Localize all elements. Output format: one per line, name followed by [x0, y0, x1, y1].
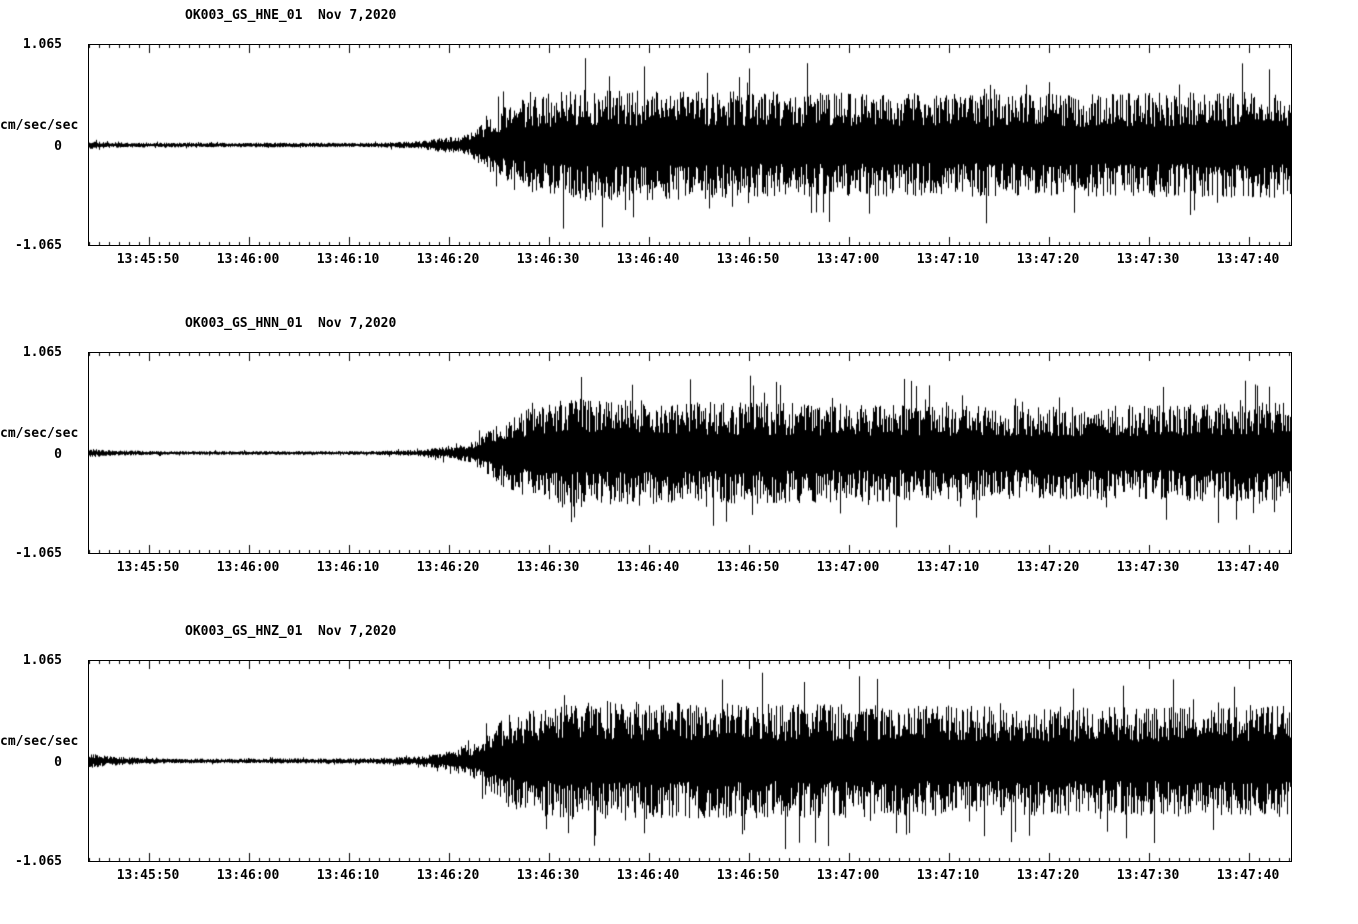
y-tick-label-min: -1.065: [15, 854, 62, 869]
x-tick-label: 13:47:30: [1116, 560, 1180, 575]
y-tick-label-max: 1.065: [22, 345, 62, 360]
x-tick-label: 13:46:00: [216, 560, 280, 575]
x-tick-label: 13:46:40: [616, 252, 680, 267]
x-tick-label: 13:46:20: [416, 560, 480, 575]
x-tick-label: 13:46:10: [316, 252, 380, 267]
x-tick-label: 13:47:10: [916, 252, 980, 267]
x-tick-label: 13:46:10: [316, 560, 380, 575]
x-tick-label: 13:47:40: [1216, 560, 1280, 575]
x-tick-label: 13:47:40: [1216, 868, 1280, 883]
trace-title: OK003_GS_HNZ_01 Nov 7,2020: [185, 624, 397, 639]
y-tick-label-min: -1.065: [15, 238, 62, 253]
x-tick-label: 13:46:10: [316, 868, 380, 883]
x-tick-label: 13:47:10: [916, 560, 980, 575]
x-axis-labels: 13:45:50 13:46:00 13:46:10 13:46:20 13:46:30…: [88, 560, 1292, 578]
x-tick-label: 13:47:20: [1016, 252, 1080, 267]
x-tick-label: 13:47:30: [1116, 252, 1180, 267]
y-tick-label-zero: 0: [54, 447, 62, 462]
x-tick-label: 13:46:20: [416, 252, 480, 267]
x-tick-label: 13:46:40: [616, 560, 680, 575]
x-tick-label: 13:46:50: [716, 868, 780, 883]
x-tick-label: 13:47:20: [1016, 560, 1080, 575]
waveform-canvas: [88, 44, 1292, 246]
x-tick-label: 13:46:50: [716, 560, 780, 575]
trace-title: OK003_GS_HNN_01 Nov 7,2020: [185, 316, 397, 331]
x-tick-label: 13:45:50: [116, 560, 180, 575]
plot-area: [88, 660, 1292, 862]
x-tick-label: 13:46:00: [216, 252, 280, 267]
x-axis-labels: 13:45:50 13:46:00 13:46:10 13:46:20 13:46:30…: [88, 868, 1292, 886]
y-axis-units-label: cm/sec/sec: [0, 426, 79, 441]
x-tick-label: 13:47:30: [1116, 868, 1180, 883]
waveform-canvas: [88, 352, 1292, 554]
y-tick-label-min: -1.065: [15, 546, 62, 561]
plot-area: [88, 44, 1292, 246]
waveform-canvas: [88, 660, 1292, 862]
x-tick-label: 13:46:40: [616, 868, 680, 883]
trace-title: OK003_GS_HNE_01 Nov 7,2020: [185, 8, 397, 23]
y-axis-units-label: cm/sec/sec: [0, 118, 79, 133]
y-axis-units-label: cm/sec/sec: [0, 734, 79, 749]
y-tick-label-max: 1.065: [22, 37, 62, 52]
x-tick-label: 13:46:30: [516, 252, 580, 267]
x-tick-label: 13:47:10: [916, 868, 980, 883]
plot-area: [88, 352, 1292, 554]
y-tick-label-zero: 0: [54, 139, 62, 154]
x-axis-labels: 13:45:50 13:46:00 13:46:10 13:46:20 13:46:30…: [88, 252, 1292, 270]
x-tick-label: 13:45:50: [116, 868, 180, 883]
seismogram-panel-hnn: OK003_GS_HNN_01 Nov 7,2020 1.065 cm/sec/…: [0, 308, 1358, 616]
y-tick-label-zero: 0: [54, 755, 62, 770]
x-tick-label: 13:45:50: [116, 252, 180, 267]
x-tick-label: 13:46:50: [716, 252, 780, 267]
x-tick-label: 13:46:20: [416, 868, 480, 883]
x-tick-label: 13:46:30: [516, 868, 580, 883]
seismogram-panel-hnz: OK003_GS_HNZ_01 Nov 7,2020 1.065 cm/sec/…: [0, 616, 1358, 924]
x-tick-label: 13:46:00: [216, 868, 280, 883]
x-tick-label: 13:47:00: [816, 560, 880, 575]
seismogram-panel-hne: OK003_GS_HNE_01 Nov 7,2020 1.065 cm/sec/…: [0, 0, 1358, 308]
x-tick-label: 13:47:20: [1016, 868, 1080, 883]
x-tick-label: 13:47:00: [816, 252, 880, 267]
x-tick-label: 13:47:00: [816, 868, 880, 883]
y-tick-label-max: 1.065: [22, 653, 62, 668]
x-tick-label: 13:47:40: [1216, 252, 1280, 267]
x-tick-label: 13:46:30: [516, 560, 580, 575]
